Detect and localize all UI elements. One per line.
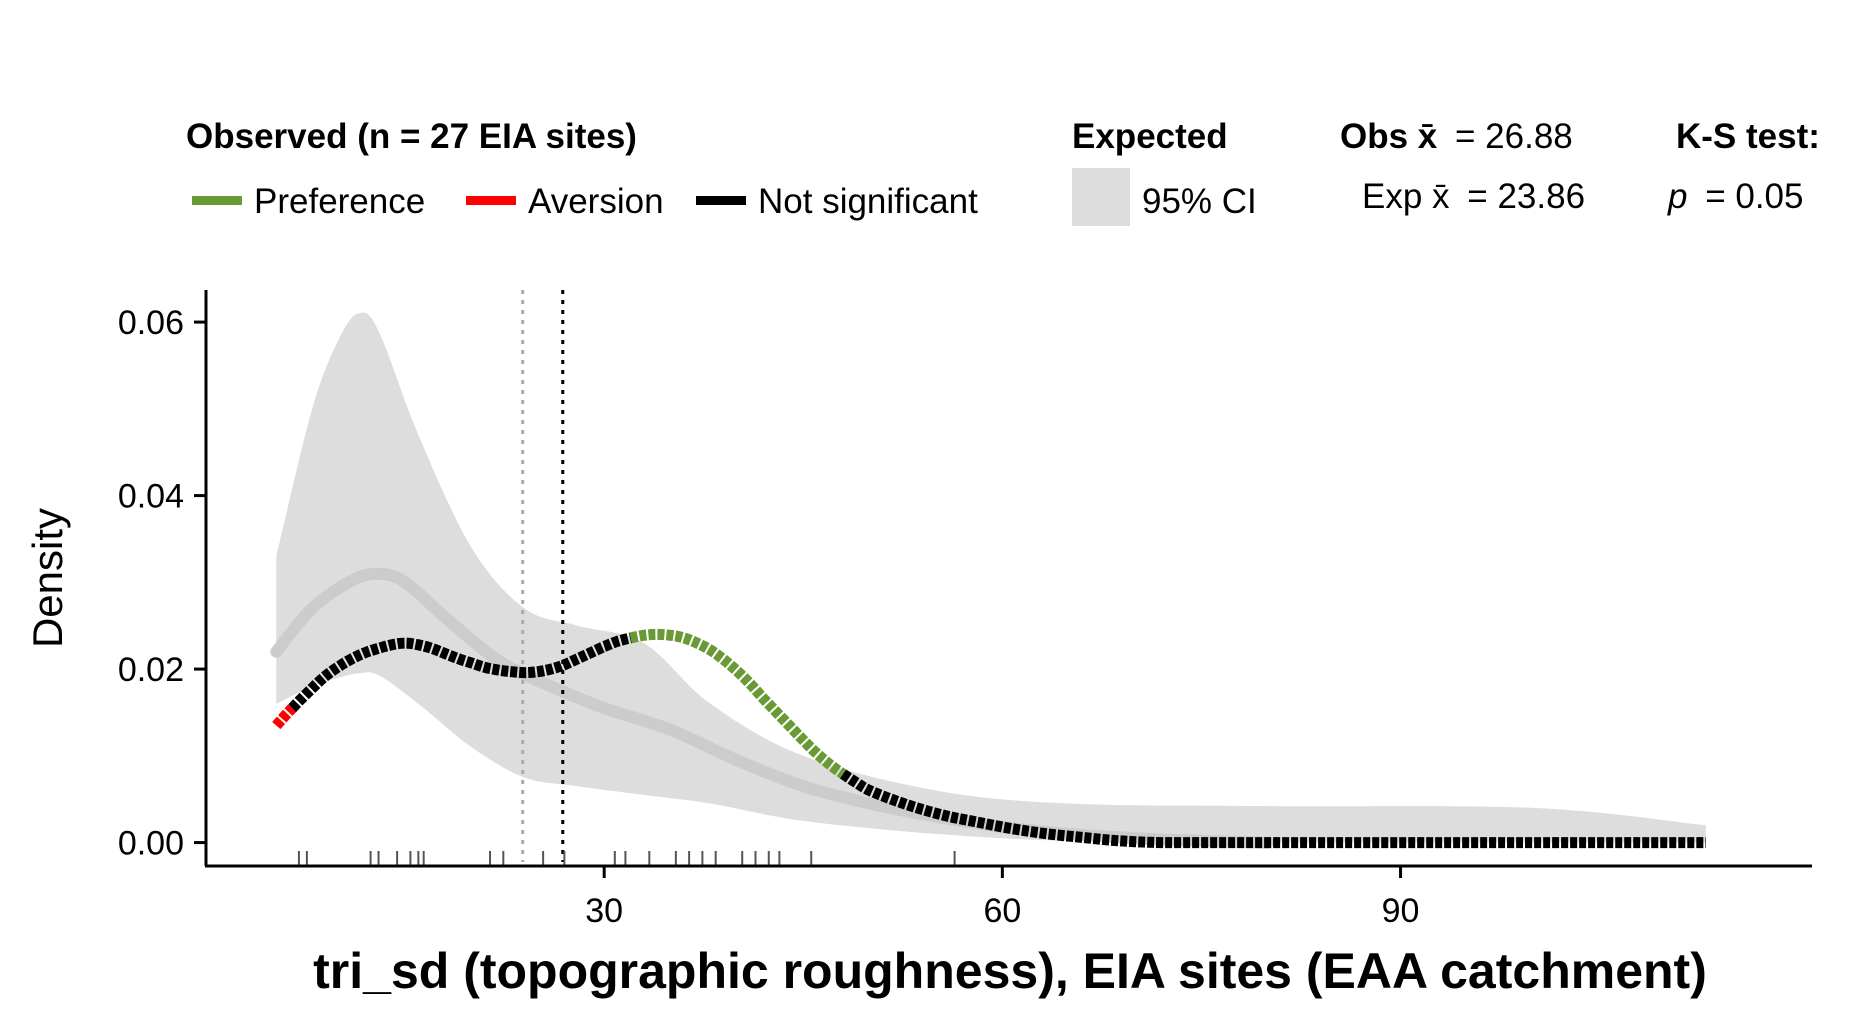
legend-swatch-ci (1072, 168, 1130, 226)
legend-exp-mean-label: Exp x̄ (1362, 177, 1450, 216)
y-tick-label: 0.00 (118, 825, 184, 863)
y-axis-label: Density (24, 508, 71, 648)
x-tick-label: 60 (983, 892, 1021, 930)
legend-label-preference: Preference (254, 182, 425, 221)
legend-obs-mean-label: Obs x̄ (1340, 117, 1438, 156)
plot-area (270, 290, 1706, 866)
legend-label-aversion: Aversion (528, 182, 664, 221)
legend-obs-mean: Obs x̄ = 26.88 (1340, 117, 1573, 156)
legend-label-ci: 95% CI (1142, 182, 1257, 221)
legend-swatch-aversion (466, 196, 516, 205)
legend-ks-p: p = 0.05 (1667, 177, 1804, 216)
legend-exp-mean-value: = 23.86 (1467, 177, 1585, 216)
rug-marks (297, 851, 956, 866)
legend-observed-title: Observed (n = 27 EIA sites) (186, 117, 637, 156)
x-axis-label: tri_sd (topographic roughness), EIA site… (313, 943, 1707, 999)
observed-segment-aversion-0 (272, 704, 297, 730)
legend-ks-title: K-S test: (1676, 117, 1820, 156)
legend-ks-p-value: = 0.05 (1705, 177, 1803, 216)
observed-density-curve (272, 628, 1706, 849)
axes: 0.00 0.02 0.04 0.06 30 60 90 Density tri_sd (… (24, 290, 1812, 999)
observed-segment-preference-2 (629, 628, 847, 779)
legend-label-not-significant: Not significant (758, 182, 978, 221)
legend: Observed (n = 27 EIA sites) Preference A… (186, 117, 1820, 226)
legend-ks-p-label: p (1667, 177, 1687, 216)
y-tick-label: 0.06 (118, 304, 184, 342)
legend-obs-mean-value: = 26.88 (1455, 117, 1573, 156)
legend-swatch-not-significant (696, 196, 746, 205)
x-axis-ticks: 30 60 90 (585, 866, 1419, 930)
y-tick-label: 0.02 (118, 651, 184, 689)
observed-segment-not-significant-3 (840, 769, 1706, 849)
legend-swatch-preference (192, 196, 242, 205)
legend-exp-mean: Exp x̄ = 23.86 (1362, 177, 1585, 216)
legend-expected-title: Expected (1072, 117, 1228, 156)
x-tick-label: 90 (1382, 892, 1420, 930)
x-tick-label: 30 (585, 892, 623, 930)
observed-segment-not-significant-1 (288, 632, 632, 712)
expected-ci-band (276, 312, 1706, 843)
y-axis-ticks: 0.00 0.02 0.04 0.06 (118, 304, 206, 863)
y-tick-label: 0.04 (118, 478, 184, 516)
